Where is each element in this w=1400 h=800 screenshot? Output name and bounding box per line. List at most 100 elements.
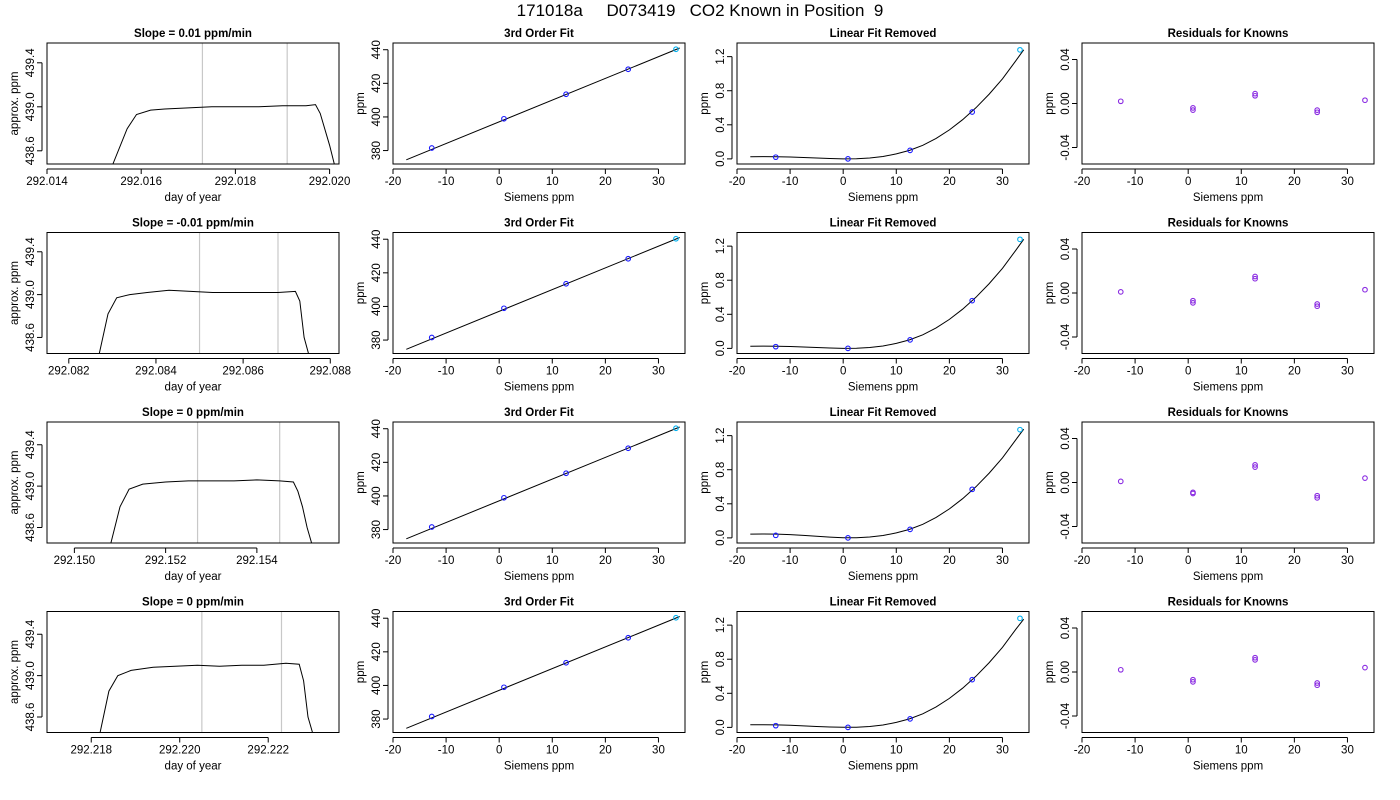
data-point [1017, 615, 1023, 622]
x-tick-label: 292.088 [309, 366, 351, 378]
y-tick-label: 400 [371, 107, 383, 126]
y-axis-label: ppm [1044, 471, 1056, 493]
data-point [1117, 666, 1124, 673]
plot-area [1117, 90, 1368, 116]
y-tick-label: 0.0 [715, 151, 727, 167]
data-point [1252, 657, 1258, 663]
co2-trace-line [110, 479, 313, 543]
plot-frame [1081, 42, 1375, 165]
x-tick-label: 10 [1235, 745, 1248, 757]
panel-title: Slope = 0 ppm/min [142, 407, 244, 419]
x-tick-label: 10 [890, 745, 903, 757]
x-tick-label: 20 [1288, 555, 1301, 567]
x-tick-label: 10 [1235, 176, 1248, 188]
plot-area [110, 422, 313, 543]
y-axis: -0.04 0.00 0.04 ppm [1044, 427, 1078, 540]
x-axis-label: Siemens ppm [848, 761, 918, 773]
data-point [1314, 495, 1321, 501]
y-tick-label: -0.04 [1060, 513, 1072, 540]
data-point [563, 659, 569, 666]
y-tick-label: 1.2 [715, 617, 727, 633]
data-point [907, 716, 913, 722]
y-tick-label: 440 [371, 230, 383, 249]
x-tick-label: -20 [1074, 176, 1091, 188]
x-tick-label: 30 [652, 176, 665, 188]
x-axis-label: day of year [165, 571, 222, 583]
x-tick-label: 0 [840, 366, 846, 378]
data-point [772, 343, 779, 350]
y-tick-label: 0.04 [1060, 237, 1072, 260]
y-tick-label: 440 [371, 419, 383, 438]
y-tick-label: 438.6 [25, 323, 37, 352]
panel-title: Residuals for Knowns [1168, 407, 1289, 419]
x-axis: 292.150 292.152 292.154 day of year [54, 547, 278, 583]
x-tick-label: 20 [1288, 176, 1301, 188]
plot-frame [392, 611, 686, 733]
data-point [1314, 301, 1321, 307]
plot-frame [1081, 611, 1375, 733]
x-tick-label: 20 [943, 745, 956, 757]
data-point [563, 280, 569, 287]
plot-frame [46, 611, 340, 733]
data-point [1017, 46, 1023, 53]
data-point [1252, 275, 1258, 282]
panel-title: Linear Fit Removed [830, 407, 937, 419]
x-tick-label: 30 [652, 366, 665, 378]
x-tick-label: 30 [996, 176, 1009, 188]
y-axis: 0.0 0.4 0.8 1.2 ppm [699, 428, 733, 546]
y-axis-label: ppm [1044, 92, 1056, 114]
panel-title: Linear Fit Removed [830, 597, 937, 609]
x-tick-label: 10 [890, 555, 903, 567]
x-tick-label: 292.084 [135, 366, 177, 378]
x-tick-label: 0 [496, 176, 502, 188]
x-axis: -20 -10 0 10 20 30 Siemens ppm [385, 358, 665, 394]
y-tick-label: 400 [371, 486, 383, 505]
co2-trace-line [99, 662, 313, 733]
x-tick-label: -10 [1127, 366, 1144, 378]
x-tick-label: 292.020 [309, 176, 351, 188]
y-tick-label: 0.0 [715, 530, 727, 546]
x-tick-label: 0 [1185, 176, 1191, 188]
x-tick-label: -20 [729, 555, 746, 567]
data-point [1252, 92, 1258, 99]
data-point [1362, 286, 1368, 293]
plot-area [1117, 462, 1368, 501]
y-axis: -0.04 0.00 0.04 ppm [1044, 237, 1078, 350]
x-tick-label: 30 [1341, 555, 1354, 567]
data-point [969, 109, 976, 115]
plot-frame [392, 421, 686, 544]
x-tick-label: 30 [652, 555, 665, 567]
y-tick-label: 438.6 [25, 513, 37, 542]
x-axis-label: Siemens ppm [504, 571, 574, 583]
data-point [625, 255, 632, 262]
x-tick-label: -20 [385, 176, 402, 188]
plot-frame [392, 232, 686, 354]
data-point [625, 634, 632, 641]
y-tick-label: 439.4 [25, 237, 37, 266]
panel-title: Linear Fit Removed [830, 28, 937, 40]
panel-title: 3rd Order Fit [504, 597, 574, 609]
data-point [1362, 664, 1368, 671]
y-tick-label: 0.8 [715, 272, 727, 288]
y-tick-label: 439.4 [25, 430, 37, 459]
x-axis: 292.082 292.084 292.086 292.088 day of year [48, 358, 351, 394]
y-tick-label: 439.4 [25, 619, 37, 648]
plot-frame [46, 42, 340, 165]
plot-area [1117, 654, 1368, 689]
x-axis-label: Siemens ppm [1193, 192, 1263, 204]
y-tick-label: 0.8 [715, 462, 727, 478]
plot-frame [736, 421, 1030, 544]
x-tick-label: 292.016 [120, 176, 162, 188]
panel-title: Residuals for Knowns [1168, 28, 1289, 40]
y-tick-label: 439.0 [25, 92, 37, 121]
x-tick-label: 0 [1185, 745, 1191, 757]
x-axis: -20 -10 0 10 20 30 Siemens ppm [385, 547, 665, 583]
x-tick-label: 20 [599, 555, 612, 567]
x-tick-label: -20 [729, 366, 746, 378]
x-tick-label: 30 [652, 745, 665, 757]
plot-area [112, 43, 335, 164]
y-tick-label: 420 [371, 453, 383, 472]
y-tick-label: 438.6 [25, 703, 37, 732]
plot-area [99, 611, 313, 733]
y-tick-label: 0.0 [715, 340, 727, 356]
